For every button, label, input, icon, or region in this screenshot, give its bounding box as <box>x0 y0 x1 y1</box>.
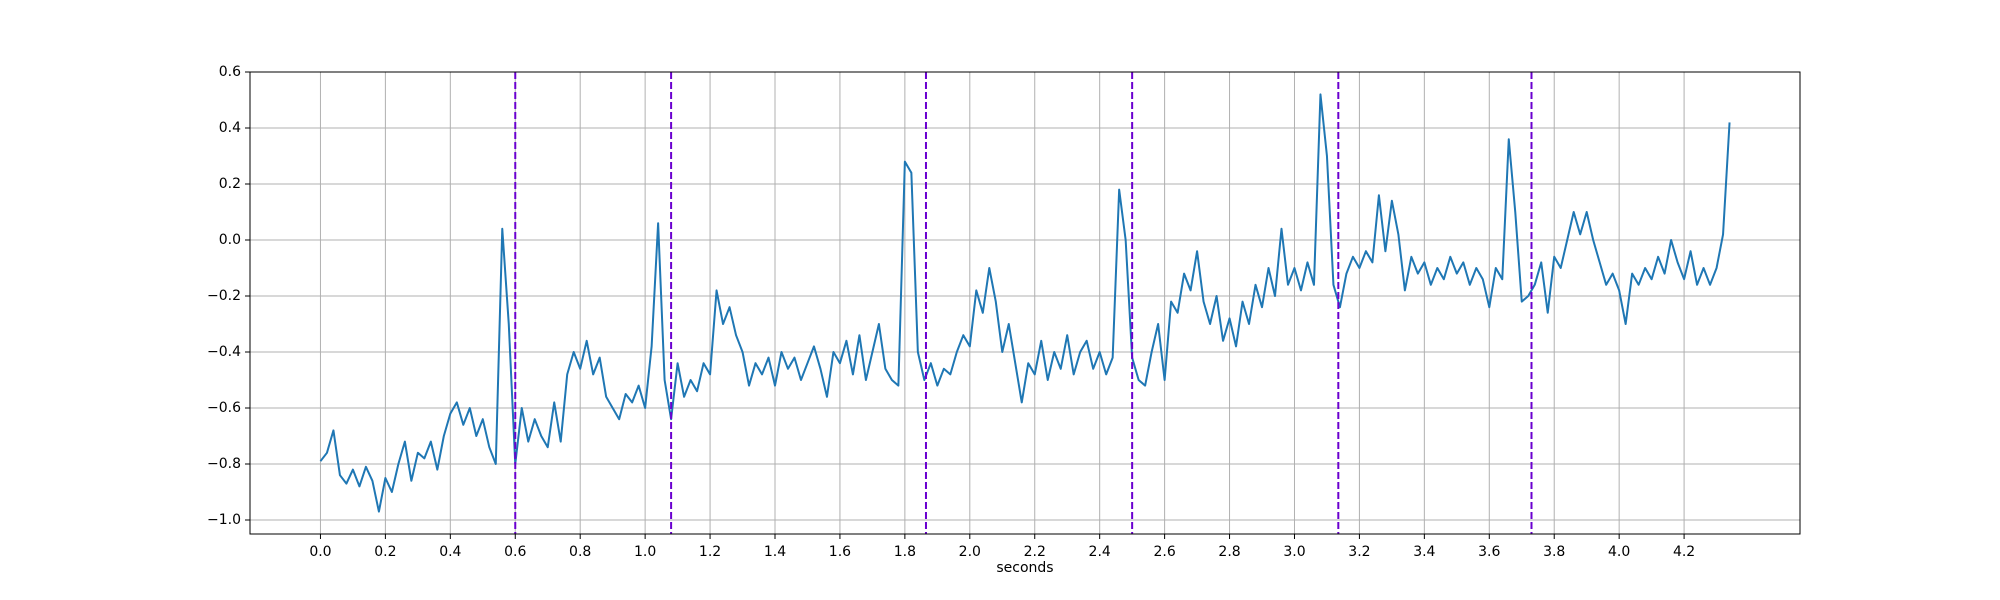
x-tick-label: 1.6 <box>829 544 851 560</box>
x-tick-label: 1.8 <box>894 544 916 560</box>
x-tick-label: 0.8 <box>569 544 591 560</box>
y-tick-label: 0.2 <box>219 176 241 192</box>
y-tick-label: −0.2 <box>207 288 241 304</box>
x-tick-label: 2.0 <box>959 544 981 560</box>
x-tick-label: 3.2 <box>1348 544 1370 560</box>
x-tick-label: 3.0 <box>1283 544 1305 560</box>
x-tick-label: 4.0 <box>1608 544 1630 560</box>
x-tick-label: 3.6 <box>1478 544 1500 560</box>
x-tick-label: 0.4 <box>439 544 461 560</box>
x-axis-label: seconds <box>996 560 1053 576</box>
x-tick-label: 0.0 <box>309 544 331 560</box>
x-tick-label: 1.0 <box>634 544 656 560</box>
y-tick-label: 0.4 <box>219 120 241 136</box>
y-tick-label: −1.0 <box>207 512 241 528</box>
y-tick-label: 0.6 <box>219 64 241 80</box>
x-tick-label: 1.4 <box>764 544 786 560</box>
y-tick-label: −0.8 <box>207 456 241 472</box>
x-tick-label: 4.2 <box>1673 544 1695 560</box>
y-tick-label: −0.6 <box>207 400 241 416</box>
data-line <box>319 93 1731 513</box>
axes-frame <box>249 71 1801 535</box>
x-tick-label: 2.4 <box>1089 544 1111 560</box>
x-tick-label: 1.2 <box>699 544 721 560</box>
y-tick-label: −0.4 <box>207 344 241 360</box>
x-tick-label: 0.6 <box>504 544 526 560</box>
x-tick-label: 2.6 <box>1153 544 1175 560</box>
x-tick-label: 0.2 <box>374 544 396 560</box>
x-tick-label: 2.2 <box>1024 544 1046 560</box>
x-tick-label: 3.4 <box>1413 544 1435 560</box>
y-tick-label: 0.0 <box>219 232 241 248</box>
x-tick-label: 2.8 <box>1218 544 1240 560</box>
x-tick-label: 3.8 <box>1543 544 1565 560</box>
